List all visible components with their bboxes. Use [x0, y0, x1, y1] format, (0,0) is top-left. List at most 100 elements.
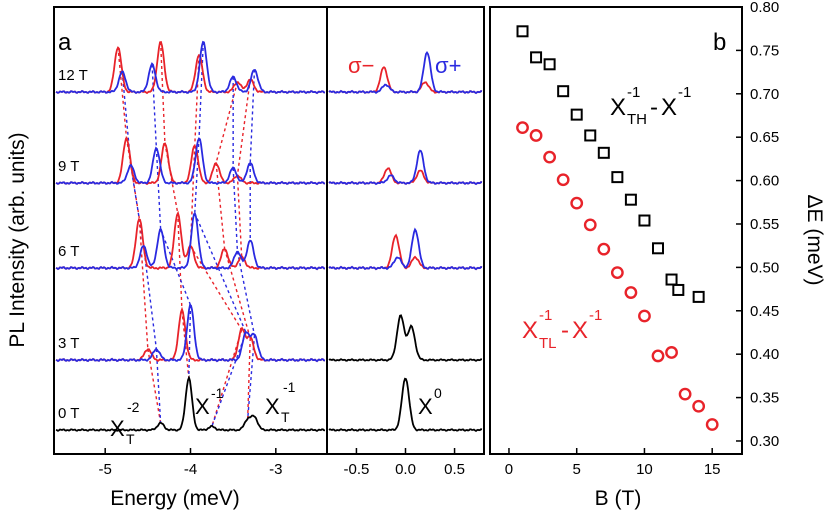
x-tick-label-inset: 0.5: [444, 461, 465, 478]
panel-b-ticks: 0 5 10 15 0.30 0.35 0.40 0.45 0.50 0.55 0.60 0.65 0.…: [505, 0, 779, 478]
trace-sigma-plus: [55, 212, 326, 271]
trace-sigma-plus: [55, 137, 326, 186]
peak-label-x0: X 0: [418, 385, 442, 419]
svg-text:X: X: [522, 317, 538, 344]
svg-text:-1: -1: [211, 385, 224, 401]
inset-trace-sigma-plus: [328, 227, 483, 271]
x-axis-title-a: Energy (meV): [110, 487, 240, 510]
y-tick-label-b: 0.65: [750, 129, 779, 146]
peak-tracking-dashes: [117, 41, 256, 427]
series-label-tl: X TL -1 - X -1: [522, 307, 602, 352]
point-circle: [651, 349, 665, 363]
point-circle: [665, 346, 678, 359]
y-tick-label-b: 0.35: [750, 390, 779, 407]
panel-a-traces: [55, 40, 326, 432]
tracking-dash: [236, 79, 251, 176]
point-square: [624, 193, 637, 206]
svg-text:-1: -1: [678, 84, 691, 101]
trace-sigma-plus: [55, 40, 326, 95]
legend-sigma-minus: σ−: [348, 53, 374, 78]
panel-inset-x-ticks: -0.5 0.0 0.5: [344, 448, 465, 478]
point-circle: [678, 387, 692, 401]
inset-trace-sigma-plus: [328, 149, 483, 186]
x-tick-label-b: 0: [505, 461, 513, 478]
point-square: [652, 242, 664, 255]
point-square: [665, 273, 678, 286]
tracking-dash: [246, 337, 251, 420]
y-tick-label-b: 0.30: [750, 433, 779, 450]
inset-trace-zero-field: [328, 314, 483, 362]
field-labels: 12 T 9 T 6 T 3 T 0 T: [58, 67, 88, 422]
tracking-dash: [215, 162, 226, 249]
svg-text:-1: -1: [539, 307, 552, 324]
point-square: [584, 129, 597, 142]
point-circle: [543, 150, 557, 164]
field-label: 6 T: [58, 243, 79, 260]
tracking-dash: [198, 41, 204, 139]
tracking-dash: [211, 332, 247, 427]
inset-trace-sigma-plus: [328, 51, 483, 95]
y-tick-label-b: 0.55: [750, 216, 779, 233]
tracking-dash: [232, 167, 239, 252]
tracking-dash: [189, 245, 243, 331]
point-circle: [705, 418, 719, 431]
tracking-dash: [236, 175, 243, 258]
svg-text:X: X: [610, 94, 626, 121]
x-axis-title-b: B (T): [595, 487, 642, 510]
tracking-dash: [211, 329, 243, 427]
y-tick-label-b: 0.80: [750, 0, 779, 16]
tracking-dash: [159, 41, 166, 144]
field-label: 3 T: [58, 335, 79, 352]
point-square: [672, 283, 685, 296]
panel-b-letter: b: [713, 29, 726, 56]
point-square: [516, 25, 529, 38]
field-label: 12 T: [58, 67, 88, 84]
x-tick-label-b: 5: [573, 461, 581, 478]
peak-label-xm1: X -1: [195, 385, 224, 419]
point-square: [543, 58, 556, 71]
svg-text:X: X: [195, 394, 210, 419]
trace-sigma-minus: [55, 41, 326, 95]
tracking-dash: [117, 46, 128, 139]
point-circle: [610, 266, 624, 279]
tracking-dash: [194, 212, 247, 333]
svg-text:TL: TL: [539, 335, 557, 352]
tracking-dash: [215, 81, 239, 164]
svg-text:-1: -1: [589, 307, 602, 324]
svg-text:X: X: [265, 394, 280, 419]
svg-text:T: T: [281, 409, 290, 425]
y-tick-label-b: 0.70: [750, 86, 779, 103]
tracking-dash: [188, 304, 192, 378]
trace-sigma-minus: [55, 137, 326, 186]
tracking-dash: [155, 147, 162, 230]
point-circle: [638, 309, 651, 323]
panel-a-x-ticks: -5 -4 -3: [99, 448, 282, 478]
tracking-dash: [189, 145, 196, 247]
panel-b-frame: [489, 6, 743, 455]
x-tick-label-a: -4: [184, 461, 197, 478]
svg-text:-1: -1: [283, 379, 296, 395]
point-square: [692, 290, 705, 303]
x-tick-label-b: 15: [704, 461, 721, 478]
tracking-dash: [177, 212, 183, 311]
tracking-dash: [159, 229, 192, 306]
field-label: 0 T: [58, 405, 79, 422]
x-tick-label-a: -3: [269, 461, 282, 478]
peak-label-xt2: X T -2: [110, 399, 140, 447]
point-circle: [692, 399, 706, 413]
x-tick-label-inset: 0.0: [395, 461, 416, 478]
point-square: [638, 214, 651, 227]
panel-b-points: [516, 25, 719, 431]
tracking-dash: [194, 137, 200, 214]
x-tick-label-b: 10: [636, 461, 653, 478]
svg-text:X: X: [418, 394, 433, 419]
y-axis-title-a: PL Intensity (arb. units): [6, 132, 29, 347]
svg-text:TH: TH: [627, 111, 647, 128]
y-tick-label-b: 0.40: [750, 346, 779, 363]
panel-inset-traces: [328, 51, 483, 432]
svg-text:-: -: [561, 317, 569, 344]
point-circle: [597, 242, 611, 256]
y-tick-label-b: 0.75: [750, 42, 779, 59]
svg-text:0: 0: [434, 385, 442, 401]
svg-text:X: X: [110, 416, 125, 441]
